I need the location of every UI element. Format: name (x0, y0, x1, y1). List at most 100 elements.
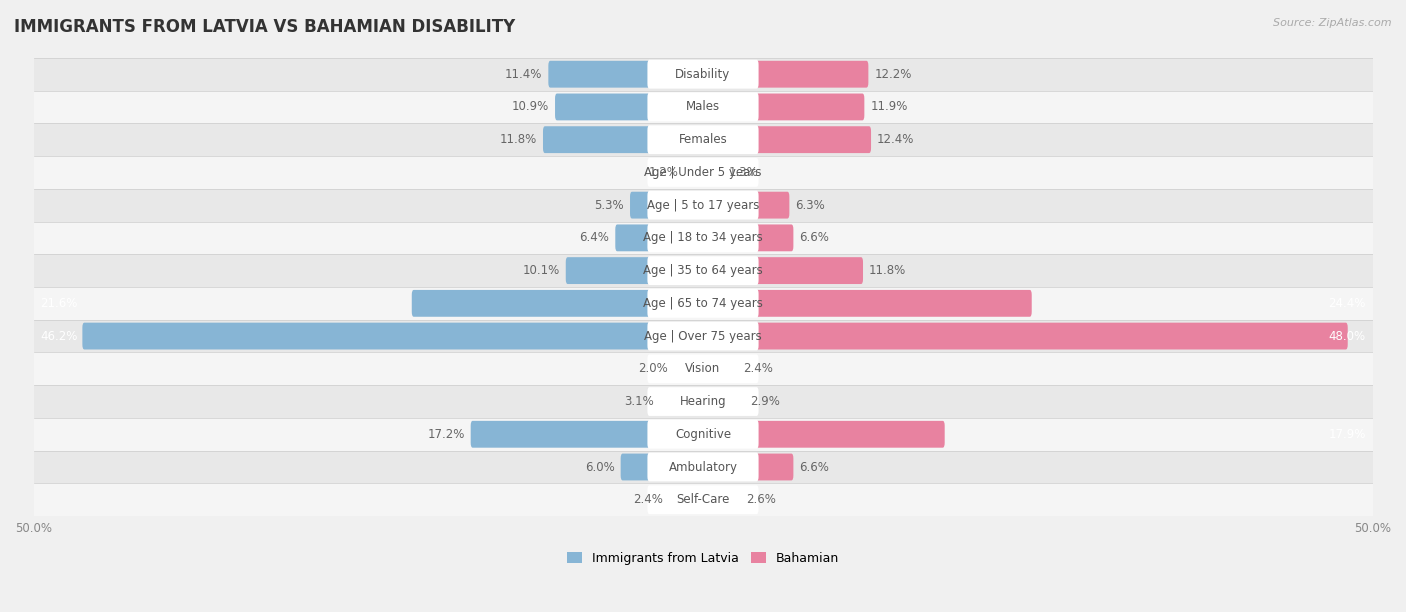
FancyBboxPatch shape (702, 290, 1032, 317)
FancyBboxPatch shape (647, 420, 759, 449)
Bar (34, 450, 1372, 483)
FancyBboxPatch shape (702, 388, 744, 415)
Text: 48.0%: 48.0% (1329, 330, 1365, 343)
Bar (34, 156, 1372, 188)
FancyBboxPatch shape (647, 256, 759, 285)
Bar (34, 188, 1372, 222)
FancyBboxPatch shape (647, 485, 759, 514)
Bar (34, 58, 1372, 91)
Text: Age | 18 to 34 years: Age | 18 to 34 years (643, 231, 763, 244)
FancyBboxPatch shape (630, 192, 704, 218)
FancyBboxPatch shape (702, 192, 789, 218)
Bar (34, 123, 1372, 156)
Bar (34, 91, 1372, 123)
FancyBboxPatch shape (647, 289, 759, 318)
Text: Age | 65 to 74 years: Age | 65 to 74 years (643, 297, 763, 310)
Text: Age | Under 5 years: Age | Under 5 years (644, 166, 762, 179)
Text: 17.9%: 17.9% (1329, 428, 1365, 441)
FancyBboxPatch shape (412, 290, 704, 317)
Text: 2.0%: 2.0% (638, 362, 668, 375)
FancyBboxPatch shape (647, 92, 759, 121)
FancyBboxPatch shape (675, 356, 704, 382)
FancyBboxPatch shape (543, 126, 704, 153)
Text: 12.4%: 12.4% (877, 133, 914, 146)
FancyBboxPatch shape (647, 158, 759, 187)
Text: Females: Females (679, 133, 727, 146)
Text: Self-Care: Self-Care (676, 493, 730, 506)
Text: 11.4%: 11.4% (505, 68, 543, 81)
FancyBboxPatch shape (647, 387, 759, 416)
FancyBboxPatch shape (647, 354, 759, 383)
Text: Age | 5 to 17 years: Age | 5 to 17 years (647, 199, 759, 212)
Text: Cognitive: Cognitive (675, 428, 731, 441)
Text: Hearing: Hearing (679, 395, 727, 408)
Text: 6.6%: 6.6% (800, 231, 830, 244)
FancyBboxPatch shape (647, 322, 759, 351)
Legend: Immigrants from Latvia, Bahamian: Immigrants from Latvia, Bahamian (567, 552, 839, 565)
FancyBboxPatch shape (548, 61, 704, 88)
Text: 17.2%: 17.2% (427, 428, 464, 441)
Text: 10.1%: 10.1% (523, 264, 560, 277)
FancyBboxPatch shape (702, 94, 865, 121)
FancyBboxPatch shape (702, 323, 1348, 349)
FancyBboxPatch shape (83, 323, 704, 349)
Text: 11.8%: 11.8% (499, 133, 537, 146)
Text: 11.8%: 11.8% (869, 264, 907, 277)
Text: 6.0%: 6.0% (585, 460, 614, 474)
Text: 1.2%: 1.2% (650, 166, 679, 179)
Text: Males: Males (686, 100, 720, 113)
Text: 3.1%: 3.1% (624, 395, 654, 408)
FancyBboxPatch shape (702, 356, 737, 382)
Text: 10.9%: 10.9% (512, 100, 548, 113)
FancyBboxPatch shape (702, 453, 793, 480)
Text: 6.4%: 6.4% (579, 231, 609, 244)
FancyBboxPatch shape (669, 487, 704, 513)
Text: 2.4%: 2.4% (633, 493, 662, 506)
Bar (34, 287, 1372, 319)
FancyBboxPatch shape (565, 257, 704, 284)
Text: 24.4%: 24.4% (1329, 297, 1365, 310)
FancyBboxPatch shape (616, 225, 704, 252)
FancyBboxPatch shape (702, 61, 869, 88)
Text: IMMIGRANTS FROM LATVIA VS BAHAMIAN DISABILITY: IMMIGRANTS FROM LATVIA VS BAHAMIAN DISAB… (14, 18, 516, 36)
FancyBboxPatch shape (702, 159, 723, 186)
FancyBboxPatch shape (620, 453, 704, 480)
Bar (34, 353, 1372, 385)
Text: 46.2%: 46.2% (41, 330, 77, 343)
Text: 5.3%: 5.3% (595, 199, 624, 212)
Text: 2.6%: 2.6% (745, 493, 776, 506)
FancyBboxPatch shape (555, 94, 704, 121)
FancyBboxPatch shape (647, 125, 759, 154)
Text: 2.9%: 2.9% (749, 395, 780, 408)
Text: 6.3%: 6.3% (796, 199, 825, 212)
Bar (34, 222, 1372, 254)
Text: Vision: Vision (685, 362, 721, 375)
Text: Disability: Disability (675, 68, 731, 81)
Bar (34, 254, 1372, 287)
FancyBboxPatch shape (702, 126, 872, 153)
Bar (34, 418, 1372, 450)
Bar (34, 319, 1372, 353)
FancyBboxPatch shape (702, 421, 945, 448)
Text: 6.6%: 6.6% (800, 460, 830, 474)
FancyBboxPatch shape (702, 225, 793, 252)
Text: Source: ZipAtlas.com: Source: ZipAtlas.com (1274, 18, 1392, 28)
Text: 2.4%: 2.4% (744, 362, 773, 375)
FancyBboxPatch shape (647, 60, 759, 89)
FancyBboxPatch shape (702, 257, 863, 284)
Text: Age | 35 to 64 years: Age | 35 to 64 years (643, 264, 763, 277)
Text: 11.9%: 11.9% (870, 100, 908, 113)
FancyBboxPatch shape (647, 453, 759, 482)
Text: 1.3%: 1.3% (728, 166, 758, 179)
FancyBboxPatch shape (659, 388, 704, 415)
Bar (34, 385, 1372, 418)
FancyBboxPatch shape (685, 159, 704, 186)
FancyBboxPatch shape (647, 191, 759, 220)
Text: 12.2%: 12.2% (875, 68, 911, 81)
Text: 21.6%: 21.6% (41, 297, 77, 310)
Bar (34, 483, 1372, 516)
FancyBboxPatch shape (471, 421, 704, 448)
FancyBboxPatch shape (647, 223, 759, 252)
Text: Age | Over 75 years: Age | Over 75 years (644, 330, 762, 343)
Text: Ambulatory: Ambulatory (668, 460, 738, 474)
